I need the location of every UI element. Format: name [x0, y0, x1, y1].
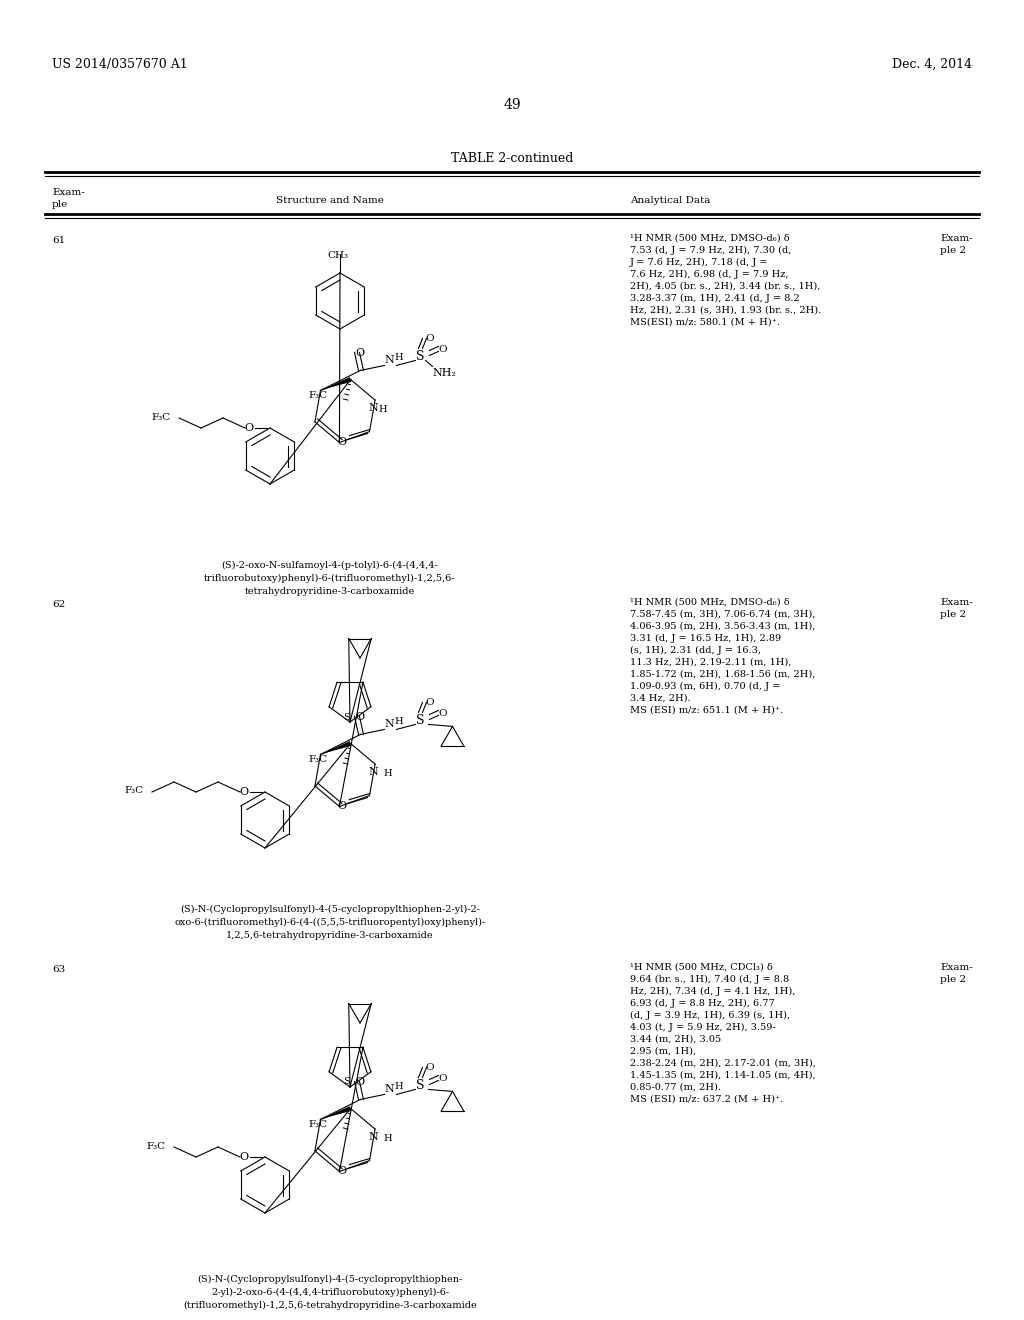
Text: MS (ESI) m/z: 637.2 (M + H)⁺.: MS (ESI) m/z: 637.2 (M + H)⁺. — [630, 1096, 783, 1104]
Text: 7.58-7.45 (m, 3H), 7.06-6.74 (m, 3H),: 7.58-7.45 (m, 3H), 7.06-6.74 (m, 3H), — [630, 610, 815, 619]
Text: F₃C: F₃C — [146, 1142, 165, 1151]
Text: O: O — [438, 709, 447, 718]
Text: H: H — [379, 405, 387, 414]
Text: N: N — [384, 355, 394, 366]
Text: S: S — [417, 1080, 425, 1093]
Text: Analytical Data: Analytical Data — [630, 195, 711, 205]
Text: N: N — [369, 1133, 378, 1142]
Text: NH₂: NH₂ — [432, 368, 457, 379]
Text: H: H — [394, 718, 403, 726]
Text: (trifluoromethyl)-1,2,5,6-tetrahydropyridine-3-carboxamide: (trifluoromethyl)-1,2,5,6-tetrahydropyri… — [183, 1302, 477, 1311]
Text: H: H — [383, 770, 392, 777]
Text: MS (ESI) m/z: 651.1 (M + H)⁺.: MS (ESI) m/z: 651.1 (M + H)⁺. — [630, 706, 783, 715]
Text: 4.03 (t, J = 5.9 Hz, 2H), 3.59-: 4.03 (t, J = 5.9 Hz, 2H), 3.59- — [630, 1023, 775, 1032]
Text: 1.85-1.72 (m, 2H), 1.68-1.56 (m, 2H),: 1.85-1.72 (m, 2H), 1.68-1.56 (m, 2H), — [630, 671, 815, 678]
Text: O: O — [426, 698, 434, 708]
Polygon shape — [323, 378, 351, 389]
Text: ¹H NMR (500 MHz, DMSO-d₆) δ: ¹H NMR (500 MHz, DMSO-d₆) δ — [630, 598, 790, 607]
Polygon shape — [323, 1106, 351, 1118]
Text: S: S — [343, 713, 349, 722]
Text: N: N — [384, 1085, 394, 1094]
Text: ple: ple — [52, 201, 69, 209]
Text: 3.4 Hz, 2H).: 3.4 Hz, 2H). — [630, 694, 690, 704]
Text: (S)-N-(Cyclopropylsulfonyl)-4-(5-cyclopropylthiophen-2-yl)-2-: (S)-N-(Cyclopropylsulfonyl)-4-(5-cyclopr… — [180, 906, 480, 915]
Text: ple 2: ple 2 — [940, 246, 966, 255]
Text: F₃C: F₃C — [308, 755, 328, 764]
Text: Exam-: Exam- — [940, 964, 973, 972]
Text: N: N — [369, 403, 378, 413]
Text: Hz, 2H), 2.31 (s, 3H), 1.93 (br. s., 2H).: Hz, 2H), 2.31 (s, 3H), 1.93 (br. s., 2H)… — [630, 306, 821, 315]
Text: N: N — [384, 719, 394, 730]
Text: O: O — [426, 334, 434, 343]
Text: F₃C: F₃C — [308, 1121, 328, 1130]
Text: O: O — [426, 1064, 434, 1072]
Text: 61: 61 — [52, 236, 66, 246]
Text: US 2014/0357670 A1: US 2014/0357670 A1 — [52, 58, 187, 71]
Text: 3.28-3.37 (m, 1H), 2.41 (d, J = 8.2: 3.28-3.37 (m, 1H), 2.41 (d, J = 8.2 — [630, 294, 800, 304]
Text: 3.44 (m, 2H), 3.05: 3.44 (m, 2H), 3.05 — [630, 1035, 721, 1044]
Text: 2.38-2.24 (m, 2H), 2.17-2.01 (m, 3H),: 2.38-2.24 (m, 2H), 2.17-2.01 (m, 3H), — [630, 1059, 816, 1068]
Text: 7.6 Hz, 2H), 6.98 (d, J = 7.9 Hz,: 7.6 Hz, 2H), 6.98 (d, J = 7.9 Hz, — [630, 271, 788, 279]
Text: Dec. 4, 2014: Dec. 4, 2014 — [892, 58, 972, 71]
Text: CH₃: CH₃ — [328, 251, 348, 260]
Text: TABLE 2-continued: TABLE 2-continued — [451, 152, 573, 165]
Text: O: O — [438, 346, 447, 355]
Text: (S)-N-(Cyclopropylsulfonyl)-4-(5-cyclopropylthiophen-: (S)-N-(Cyclopropylsulfonyl)-4-(5-cyclopr… — [198, 1275, 463, 1284]
Text: O: O — [338, 800, 347, 810]
Text: H: H — [394, 354, 403, 363]
Text: J = 7.6 Hz, 2H), 7.18 (d, J =: J = 7.6 Hz, 2H), 7.18 (d, J = — [630, 257, 768, 267]
Text: F₃C: F₃C — [308, 392, 328, 400]
Text: 3.31 (d, J = 16.5 Hz, 1H), 2.89: 3.31 (d, J = 16.5 Hz, 1H), 2.89 — [630, 634, 781, 643]
Text: 63: 63 — [52, 965, 66, 974]
Text: 11.3 Hz, 2H), 2.19-2.11 (m, 1H),: 11.3 Hz, 2H), 2.19-2.11 (m, 1H), — [630, 657, 792, 667]
Text: 1,2,5,6-tetrahydropyridine-3-carboxamide: 1,2,5,6-tetrahydropyridine-3-carboxamide — [226, 931, 434, 940]
Text: Structure and Name: Structure and Name — [276, 195, 384, 205]
Text: Exam-: Exam- — [940, 234, 973, 243]
Text: oxo-6-(trifluoromethyl)-6-(4-((5,5,5-trifluoropentyl)oxy)phenyl)-: oxo-6-(trifluoromethyl)-6-(4-((5,5,5-tri… — [174, 917, 485, 927]
Text: (S)-2-oxo-N-sulfamoyl-4-(p-tolyl)-6-(4-(4,4,4-: (S)-2-oxo-N-sulfamoyl-4-(p-tolyl)-6-(4-(… — [221, 561, 438, 570]
Text: O: O — [355, 348, 365, 359]
Text: 2H), 4.05 (br. s., 2H), 3.44 (br. s., 1H),: 2H), 4.05 (br. s., 2H), 3.44 (br. s., 1H… — [630, 282, 820, 290]
Text: 49: 49 — [503, 98, 521, 112]
Text: H: H — [394, 1082, 403, 1092]
Text: 9.64 (br. s., 1H), 7.40 (d, J = 8.8: 9.64 (br. s., 1H), 7.40 (d, J = 8.8 — [630, 975, 790, 985]
Text: ple 2: ple 2 — [940, 975, 966, 983]
Text: F₃C: F₃C — [151, 413, 170, 422]
Text: N: N — [369, 767, 378, 777]
Text: ¹H NMR (500 MHz, CDCl₃) δ: ¹H NMR (500 MHz, CDCl₃) δ — [630, 964, 773, 972]
Text: O: O — [240, 787, 249, 797]
Text: ¹H NMR (500 MHz, DMSO-d₆) δ: ¹H NMR (500 MHz, DMSO-d₆) δ — [630, 234, 790, 243]
Text: S: S — [343, 1077, 349, 1086]
Text: 0.85-0.77 (m, 2H).: 0.85-0.77 (m, 2H). — [630, 1082, 721, 1092]
Text: 1.09-0.93 (m, 6H), 0.70 (d, J =: 1.09-0.93 (m, 6H), 0.70 (d, J = — [630, 682, 780, 692]
Polygon shape — [323, 741, 351, 754]
Text: O: O — [240, 1152, 249, 1162]
Text: 4.06-3.95 (m, 2H), 3.56-3.43 (m, 1H),: 4.06-3.95 (m, 2H), 3.56-3.43 (m, 1H), — [630, 622, 815, 631]
Text: O: O — [355, 1077, 365, 1088]
Text: (d, J = 3.9 Hz, 1H), 6.39 (s, 1H),: (d, J = 3.9 Hz, 1H), 6.39 (s, 1H), — [630, 1011, 791, 1020]
Text: Exam-: Exam- — [940, 598, 973, 607]
Text: H: H — [383, 1134, 392, 1143]
Text: O: O — [245, 422, 254, 433]
Text: MS(ESI) m/z: 580.1 (M + H)⁺.: MS(ESI) m/z: 580.1 (M + H)⁺. — [630, 318, 780, 327]
Text: ple 2: ple 2 — [940, 610, 966, 619]
Text: trifluorobutoxy)phenyl)-6-(trifluoromethyl)-1,2,5,6-: trifluorobutoxy)phenyl)-6-(trifluorometh… — [204, 574, 456, 583]
Text: 6.93 (d, J = 8.8 Hz, 2H), 6.77: 6.93 (d, J = 8.8 Hz, 2H), 6.77 — [630, 999, 775, 1008]
Text: Exam-: Exam- — [52, 187, 85, 197]
Text: 62: 62 — [52, 601, 66, 609]
Text: (s, 1H), 2.31 (dd, J = 16.3,: (s, 1H), 2.31 (dd, J = 16.3, — [630, 645, 761, 655]
Text: S: S — [417, 350, 425, 363]
Text: 7.53 (d, J = 7.9 Hz, 2H), 7.30 (d,: 7.53 (d, J = 7.9 Hz, 2H), 7.30 (d, — [630, 246, 792, 255]
Text: O: O — [438, 1074, 447, 1084]
Text: O: O — [355, 713, 365, 722]
Text: 2-yl)-2-oxo-6-(4-(4,4,4-trifluorobutoxy)phenyl)-6-: 2-yl)-2-oxo-6-(4-(4,4,4-trifluorobutoxy)… — [211, 1288, 450, 1298]
Text: 1.45-1.35 (m, 2H), 1.14-1.05 (m, 4H),: 1.45-1.35 (m, 2H), 1.14-1.05 (m, 4H), — [630, 1071, 816, 1080]
Text: S: S — [417, 714, 425, 727]
Text: O: O — [338, 437, 347, 446]
Text: Hz, 2H), 7.34 (d, J = 4.1 Hz, 1H),: Hz, 2H), 7.34 (d, J = 4.1 Hz, 1H), — [630, 987, 796, 997]
Text: F₃C: F₃C — [124, 785, 143, 795]
Text: 2.95 (m, 1H),: 2.95 (m, 1H), — [630, 1047, 696, 1056]
Text: O: O — [338, 1166, 347, 1176]
Text: tetrahydropyridine-3-carboxamide: tetrahydropyridine-3-carboxamide — [245, 587, 415, 597]
